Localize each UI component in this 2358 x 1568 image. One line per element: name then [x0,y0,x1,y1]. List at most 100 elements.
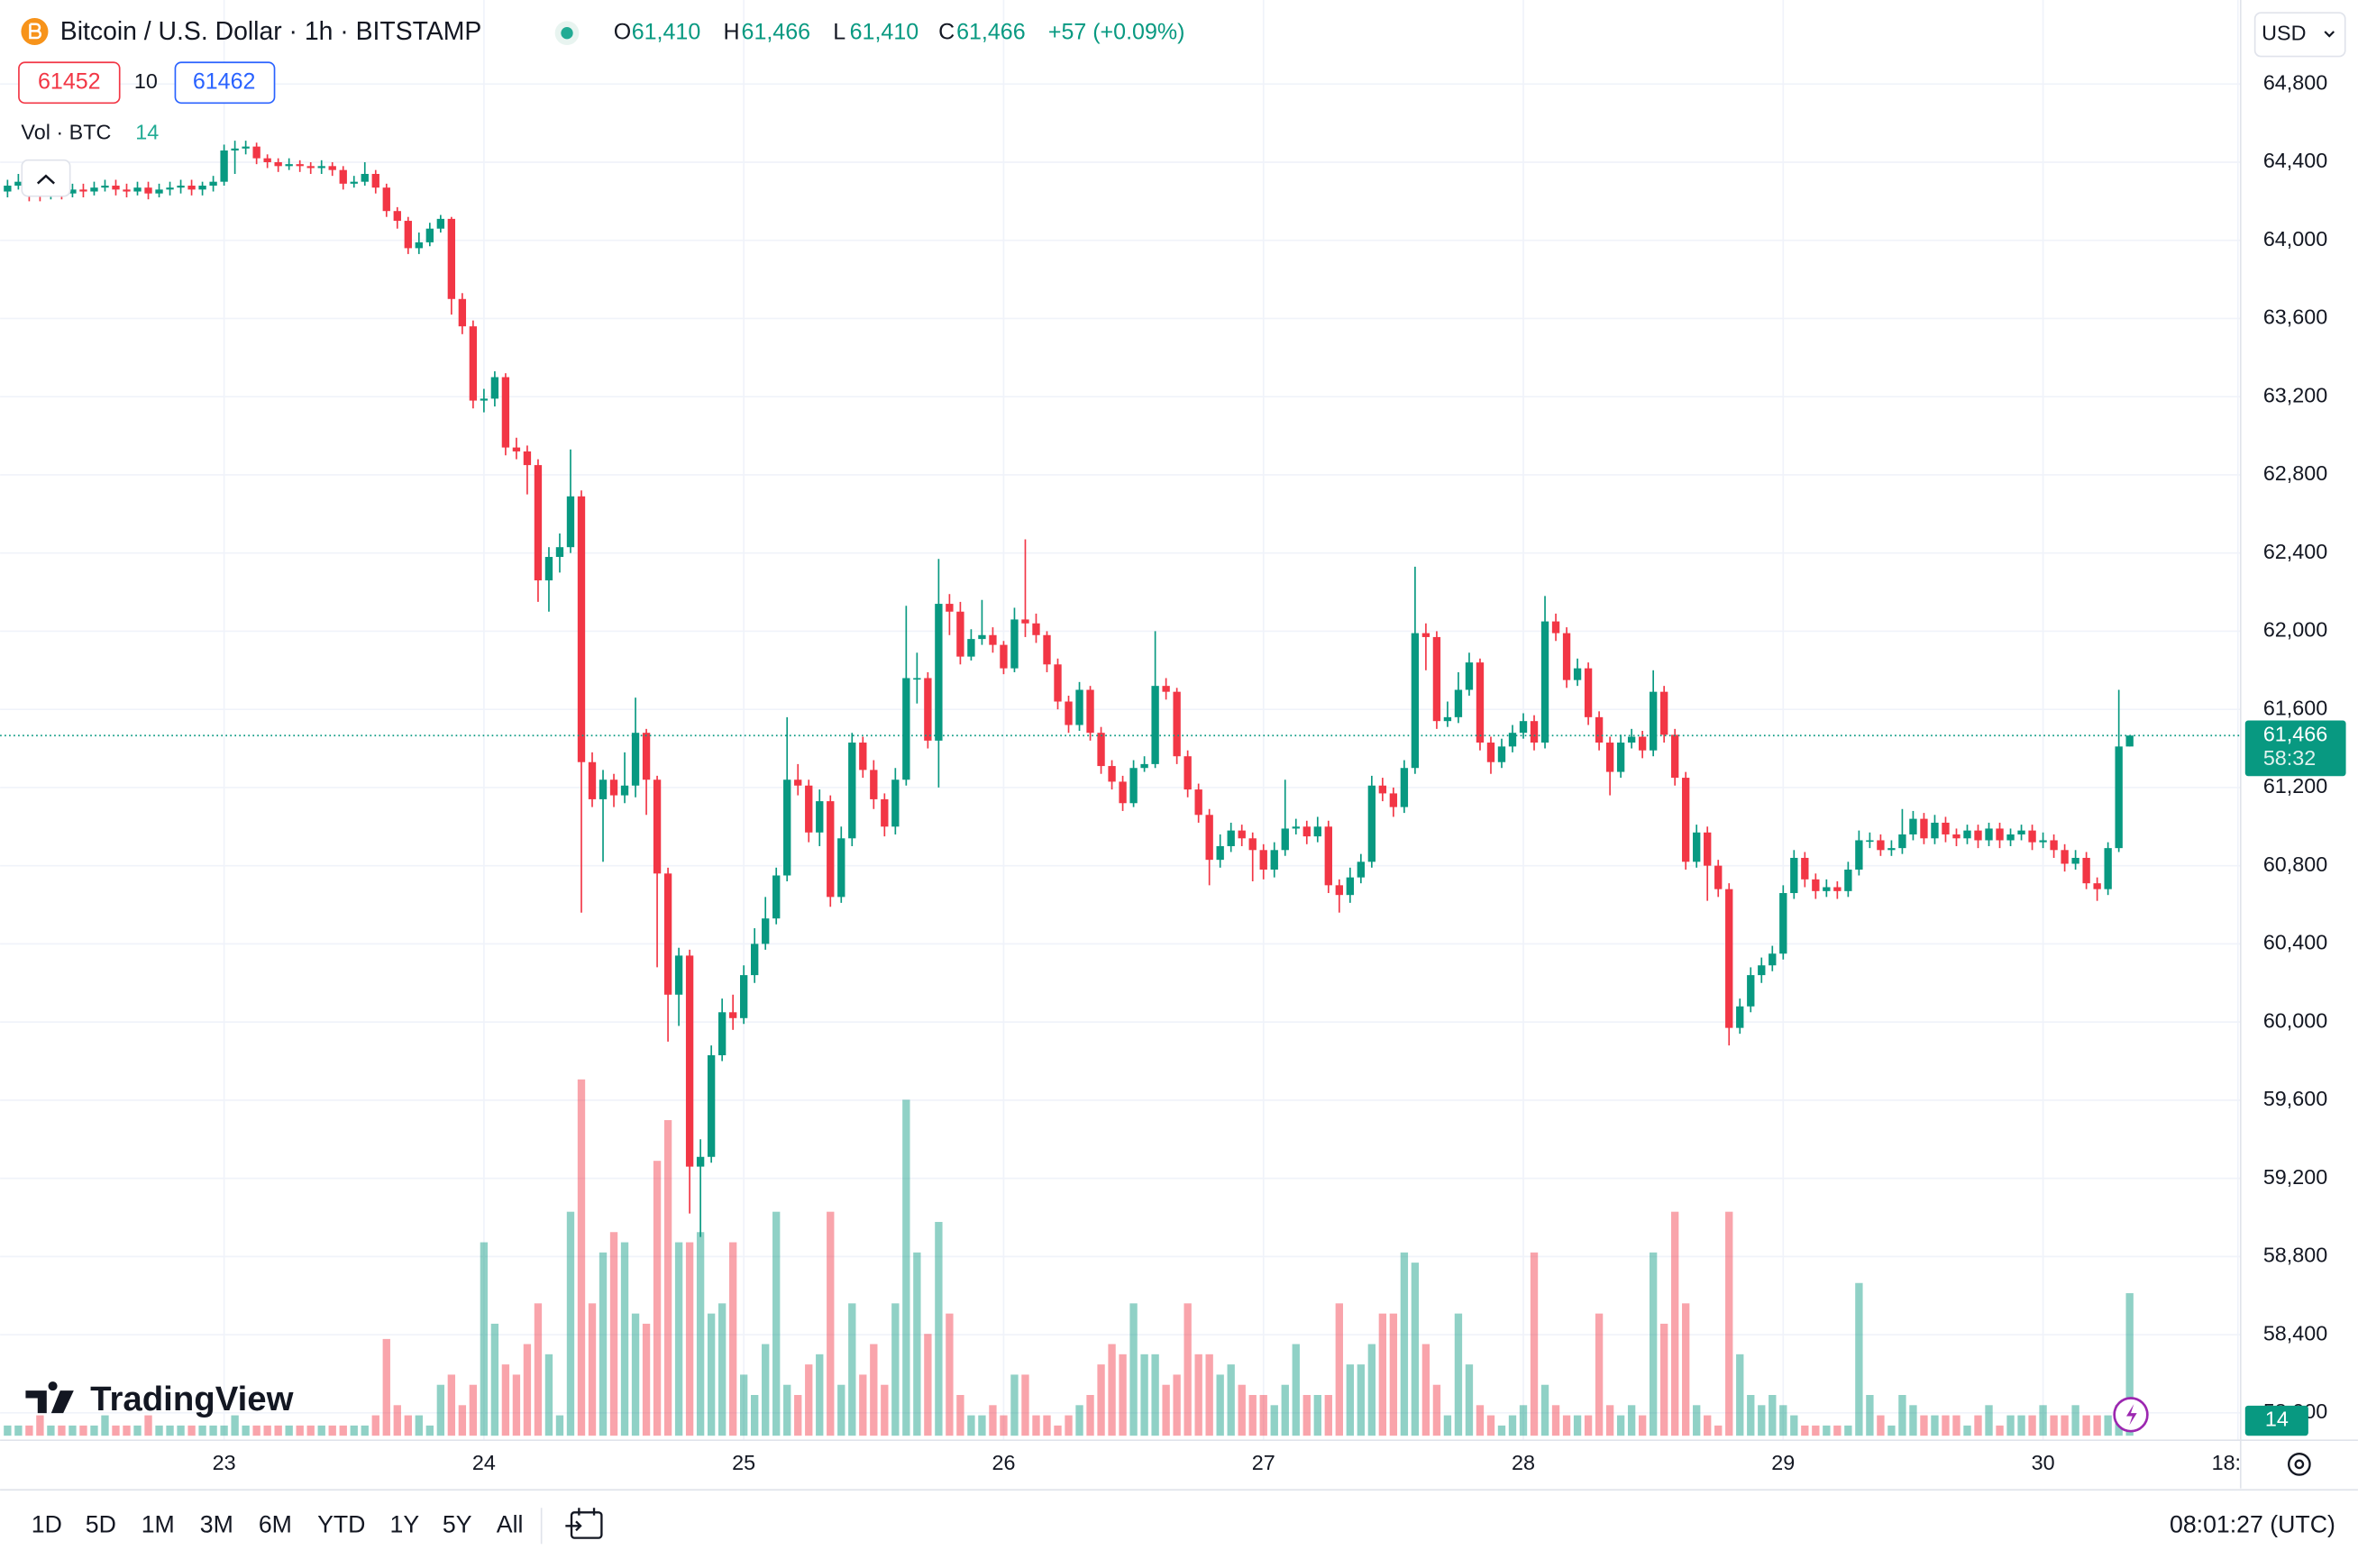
candle-body [1649,691,1658,751]
volume-bar [1227,1364,1235,1436]
candle-body [14,181,23,187]
timeframe-button[interactable]: 5Y [443,1510,472,1537]
volume-bar [36,1415,44,1436]
timeframe-button[interactable]: All [497,1510,524,1537]
volume-bar [166,1425,174,1436]
volume-bar [1952,1415,1960,1436]
volume-bar [1714,1425,1723,1436]
candle-body [469,326,478,401]
volume-bar [371,1415,379,1436]
timeframe-button[interactable]: 1D [32,1510,62,1537]
volume-bar [1887,1425,1896,1436]
candle-body [1812,879,1820,891]
volume-bar [1065,1415,1073,1436]
volume-bar [870,1344,878,1436]
volume-bar [859,1374,867,1436]
volume-bar [2071,1405,2079,1436]
timeframe-button[interactable]: 1M [142,1510,175,1537]
candle-body [69,189,77,194]
candle-body [393,211,401,222]
alert-glyph [2126,1404,2137,1426]
volume-bar [144,1415,152,1436]
candle-body [1616,743,1625,772]
candle-body [1497,746,1506,762]
candle-body [1173,691,1181,757]
candle-body [1119,781,1127,804]
volume-bar [1411,1263,1420,1436]
candle-body [1638,736,1647,751]
timeframe-button[interactable]: 5D [86,1510,116,1537]
volume-bar [674,1242,683,1436]
candle-body [1151,686,1159,764]
volume-bar [1313,1395,1321,1436]
candle-body [935,604,943,741]
candle-body [425,228,434,242]
volume-bar [382,1338,390,1436]
candle-body [978,634,986,640]
symbol-title[interactable]: Bitcoin / U.S. Dollar · 1h · BITSTAMP [60,17,482,46]
volume-bar [415,1415,423,1436]
volume-bar [1346,1364,1354,1436]
timeframe-button[interactable]: 1Y [390,1510,420,1537]
sell-button[interactable] [18,61,121,105]
timeframe-button[interactable]: 6M [259,1510,292,1537]
volume-bar [1920,1415,1928,1436]
volume-bar [891,1303,900,1436]
volume-bar [1389,1313,1398,1436]
volume-bar [2104,1415,2112,1436]
volume-bar [1216,1374,1224,1436]
candle-body [1194,789,1202,816]
volume-bar [1540,1384,1549,1436]
y-tick-label: 60,800 [2263,852,2327,876]
candle-body [2115,746,2123,849]
candle-body [2071,857,2079,864]
volume-bar [1963,1425,1971,1436]
candle-body [2017,830,2025,834]
volume-bar [794,1395,802,1436]
collapse-button[interactable] [21,159,71,197]
candle-body [881,798,889,827]
volume-bar [1898,1395,1906,1436]
candle-body [1736,1006,1744,1028]
candle-body [1097,733,1105,767]
candle-body [2006,834,2015,841]
volume-bar [588,1303,597,1436]
volume-bar [707,1313,716,1436]
volume-bar [339,1425,347,1436]
timeframe-button[interactable]: 3M [200,1510,233,1537]
settings-icon[interactable] [2288,1453,2311,1476]
ohlc-value: 61,466 [956,19,1026,44]
volume-bar [1758,1405,1766,1436]
candle-body [1671,734,1679,779]
candle-body [816,801,824,833]
volume-bar [1595,1313,1604,1436]
volume-bar [1292,1344,1300,1436]
market-status [561,27,573,40]
volume-bar [577,1079,586,1436]
candle-body [837,838,845,898]
volume-bar [187,1425,196,1436]
candle-body [707,1054,716,1157]
candle-body [252,146,260,159]
volume-bar [805,1364,813,1436]
volume-bar [2125,1293,2134,1436]
bid-price[interactable]: 61452 [38,68,101,94]
volume-bar [1454,1313,1463,1436]
candle-body [631,733,640,786]
volume-bar [1000,1415,1008,1436]
currency-button[interactable] [2253,12,2346,58]
ask-price[interactable]: 61462 [193,68,256,94]
settings-icon-center [2294,1459,2305,1470]
timeframe-button[interactable]: YTD [317,1510,365,1537]
volume-bar [480,1242,489,1436]
currency[interactable]: USD [2262,22,2306,45]
volume-bar [1194,1354,1202,1436]
candle-body [534,465,543,581]
y-tick-label: 63,200 [2263,383,2327,406]
buy-button[interactable] [174,61,276,105]
volume-bar [1324,1395,1332,1436]
candle-body [1400,768,1409,807]
volume-pane [4,1079,2134,1436]
volume-bar [1562,1415,1571,1436]
ohlc-key: C [938,19,955,44]
